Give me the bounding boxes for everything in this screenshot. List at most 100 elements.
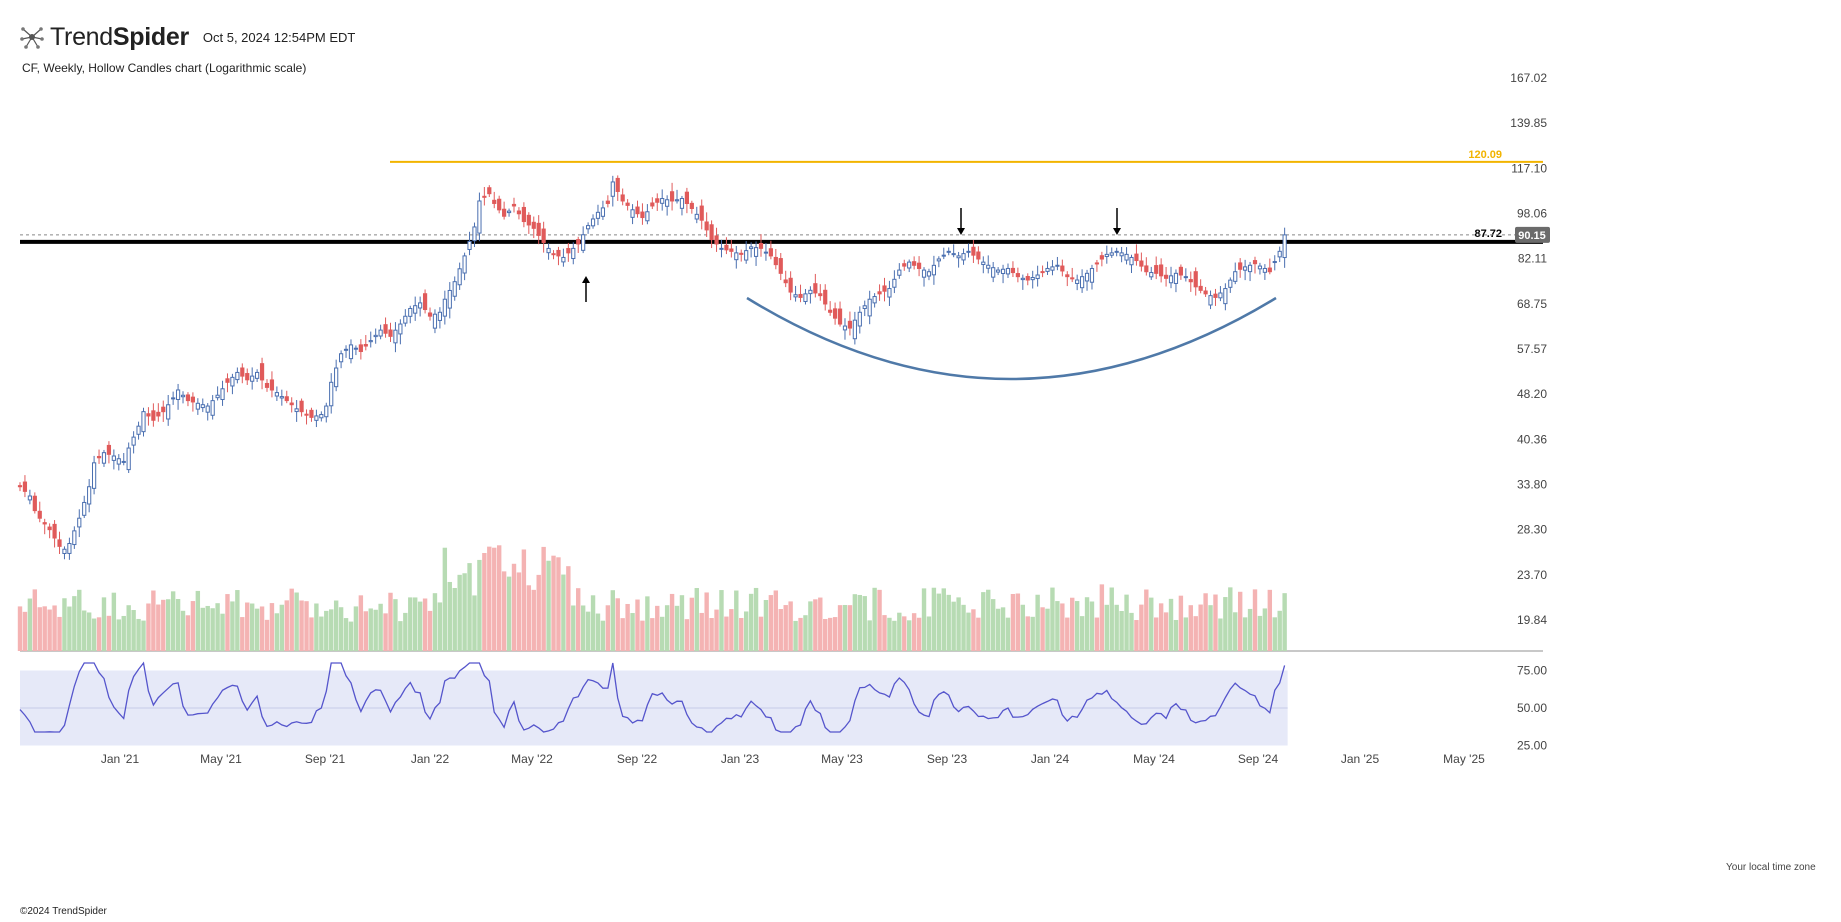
candle-body — [561, 256, 566, 263]
candle-body — [566, 248, 571, 254]
volume-bar — [413, 597, 418, 651]
candle-body — [106, 444, 112, 455]
candle-body — [1252, 260, 1258, 265]
candle-body — [813, 283, 818, 294]
volume-bar — [501, 571, 507, 651]
volume-bar — [338, 607, 344, 651]
volume-bar — [1257, 615, 1263, 651]
volume-bar — [170, 591, 176, 651]
candle-body — [462, 255, 467, 274]
volume-bar — [1228, 587, 1233, 651]
candle-body — [457, 268, 462, 286]
candle-body — [981, 261, 986, 266]
volume-bar — [818, 597, 823, 651]
chart-subtitle: CF, Weekly, Hollow Candles chart (Logari… — [22, 61, 307, 75]
volume-bar — [561, 574, 566, 651]
volume-bar — [793, 620, 798, 651]
candle-body — [966, 250, 971, 253]
candle-body — [882, 285, 887, 292]
candle-body — [1035, 274, 1040, 280]
candle-body — [136, 425, 141, 435]
volume-bar — [674, 605, 680, 651]
timezone-note: Your local time zone — [1726, 862, 1816, 873]
candle-body — [363, 344, 368, 347]
candle-body — [422, 293, 428, 311]
candle-body — [96, 455, 102, 459]
time-tick-label: Jan '23 — [721, 752, 760, 766]
volume-bar — [709, 618, 714, 651]
candle-body — [447, 289, 452, 309]
candle-body — [867, 298, 872, 317]
candle-body — [126, 447, 131, 471]
candle-body — [1144, 265, 1149, 273]
candle-body — [1193, 271, 1198, 288]
candle-body — [506, 210, 512, 214]
volume-bar — [580, 605, 586, 651]
candle-body — [131, 436, 136, 446]
price-tick-label: 23.70 — [1517, 568, 1547, 582]
candle-body — [1208, 295, 1213, 306]
volume-bar — [1163, 612, 1169, 651]
candle-body — [442, 298, 447, 317]
volume-bar — [1114, 604, 1119, 651]
volume-bar — [259, 606, 265, 651]
volume-bar — [245, 602, 250, 651]
volume-bar — [1208, 605, 1213, 651]
candle-body — [976, 251, 981, 260]
candle-body — [1070, 277, 1075, 280]
candle-body — [250, 375, 255, 382]
candle-body — [116, 458, 121, 465]
volume-bar — [605, 605, 611, 651]
volume-bar — [1218, 618, 1223, 651]
candle-body — [837, 308, 843, 325]
candle-body — [101, 452, 107, 464]
volume-bar — [650, 618, 655, 651]
volume-bar — [506, 576, 512, 651]
time-tick-label: Jan '25 — [1341, 752, 1380, 766]
volume-bar — [388, 592, 393, 651]
candle-body — [1213, 293, 1218, 298]
volume-bar — [358, 595, 364, 651]
price-tick-label: 57.57 — [1517, 342, 1547, 356]
candle-body — [482, 195, 487, 198]
candle-body — [304, 413, 309, 416]
candle-body — [452, 281, 457, 297]
candle-body — [220, 388, 225, 401]
volume-bar — [748, 593, 754, 651]
volume-bar — [600, 620, 606, 651]
candle-body — [1238, 262, 1243, 270]
down-arrow-marker-1-head — [957, 228, 965, 235]
candle-body — [655, 198, 660, 203]
volume-bar — [417, 601, 423, 651]
volume-bar — [971, 609, 976, 651]
volume-bar — [911, 613, 917, 651]
volume-bar — [951, 601, 956, 651]
price-tick-label: 98.06 — [1517, 206, 1547, 220]
candle-body — [907, 261, 912, 269]
volume-bar — [907, 620, 912, 651]
volume-bar — [462, 573, 467, 651]
candle-body — [210, 400, 215, 416]
candle-body — [339, 353, 344, 363]
candle-body — [180, 394, 186, 398]
volume-bar — [729, 609, 734, 651]
volume-bar — [1267, 589, 1273, 651]
candle-body — [610, 181, 615, 197]
candle-body — [497, 198, 502, 211]
volume-bar — [1158, 603, 1164, 651]
volume-bar — [531, 589, 536, 651]
candle-body — [714, 235, 719, 245]
volume-bar — [1089, 601, 1095, 651]
time-tick-label: Sep '21 — [305, 752, 346, 766]
candle-body — [1188, 279, 1193, 283]
volume-bar — [1134, 620, 1139, 651]
candle-body — [274, 392, 279, 397]
volume-bar — [1252, 589, 1258, 651]
candle-body — [1257, 265, 1263, 270]
volume-bar — [1010, 593, 1016, 651]
volume-bar — [161, 599, 166, 651]
volume-bar — [487, 546, 492, 651]
price-tick-label: 40.36 — [1517, 432, 1547, 446]
volume-bar — [551, 555, 556, 651]
